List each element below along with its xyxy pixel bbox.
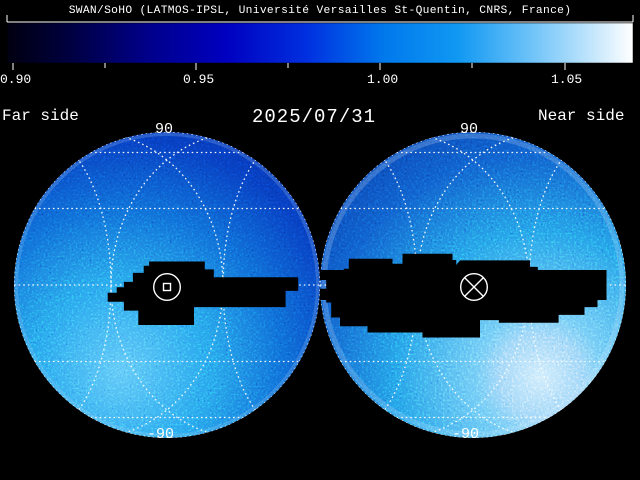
svg-text:-90: -90 xyxy=(452,426,479,443)
svg-text:90: 90 xyxy=(155,121,173,138)
svg-text:Near side: Near side xyxy=(538,107,624,125)
svg-text:Far side: Far side xyxy=(2,107,79,125)
svg-text:90: 90 xyxy=(460,121,478,138)
svg-text:2025/07/31: 2025/07/31 xyxy=(252,106,376,128)
svg-text:-90: -90 xyxy=(147,426,174,443)
